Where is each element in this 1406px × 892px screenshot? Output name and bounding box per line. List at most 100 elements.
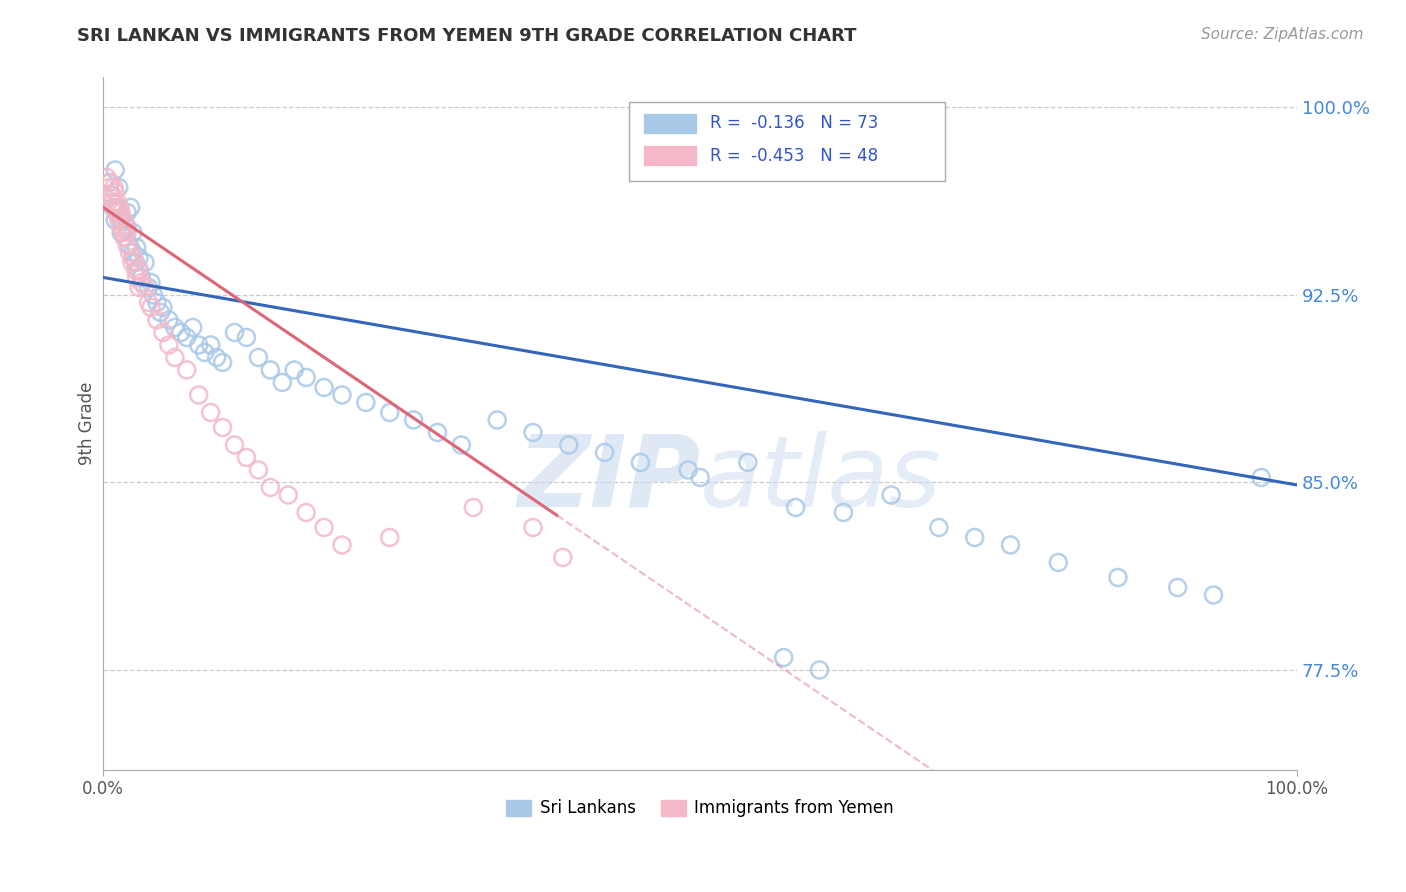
Point (402, 413, 425, 427)
Point (115, 218, 138, 232)
Point (107, 195, 129, 210)
Point (463, 500, 485, 515)
Point (152, 326, 174, 340)
Point (104, 213, 127, 227)
Point (963, 531, 986, 545)
Point (522, 425, 544, 440)
Point (107, 180, 129, 194)
FancyBboxPatch shape (628, 102, 945, 181)
Point (259, 363, 281, 377)
Point (378, 405, 401, 419)
Point (176, 363, 198, 377)
Point (131, 270, 153, 285)
Point (312, 520, 335, 534)
Point (1107, 570, 1129, 584)
Point (200, 338, 222, 352)
Point (105, 205, 128, 219)
Point (101, 195, 124, 210)
Point (96, 170, 118, 185)
Point (100, 176, 122, 190)
Point (100, 188, 122, 202)
Point (176, 330, 198, 344)
Point (122, 245, 145, 260)
Point (170, 326, 193, 340)
Point (122, 226, 145, 240)
Point (187, 338, 209, 352)
Point (785, 500, 807, 515)
Point (354, 395, 377, 409)
Point (128, 280, 150, 294)
Point (115, 220, 138, 235)
Point (551, 550, 574, 565)
Point (689, 470, 711, 484)
Point (277, 488, 299, 502)
Point (107, 201, 129, 215)
Point (330, 538, 353, 552)
Point (101, 201, 124, 215)
Point (247, 351, 270, 365)
Point (808, 663, 831, 677)
Point (200, 405, 222, 419)
Point (128, 263, 150, 277)
Point (880, 488, 903, 502)
Point (181, 320, 204, 334)
Point (118, 238, 141, 252)
Point (271, 376, 294, 390)
Point (426, 425, 449, 440)
Point (110, 226, 132, 240)
Point (1250, 470, 1272, 484)
Point (107, 213, 129, 227)
Point (110, 205, 132, 219)
Point (1047, 556, 1070, 570)
Point (1202, 588, 1225, 602)
FancyBboxPatch shape (643, 145, 696, 166)
Point (330, 388, 353, 402)
Point (928, 520, 950, 534)
Point (131, 276, 153, 290)
FancyBboxPatch shape (643, 112, 696, 134)
Point (100, 188, 122, 202)
Point (593, 445, 616, 459)
Point (110, 213, 132, 227)
Y-axis label: 9th Grade: 9th Grade (79, 382, 96, 466)
Point (114, 230, 136, 244)
Point (312, 380, 335, 394)
Point (149, 305, 172, 319)
Legend: Sri Lankans, Immigrants from Yemen: Sri Lankans, Immigrants from Yemen (499, 793, 900, 824)
Point (224, 438, 246, 452)
Text: atlas: atlas (700, 431, 942, 528)
Point (163, 320, 186, 334)
Point (138, 280, 160, 294)
Point (124, 255, 146, 269)
Point (118, 245, 141, 260)
Point (295, 370, 318, 384)
Point (1000, 538, 1022, 552)
Point (224, 326, 246, 340)
Point (125, 240, 148, 254)
Point (247, 463, 270, 477)
Text: R =  -0.136   N = 73: R = -0.136 N = 73 (710, 114, 879, 132)
Point (128, 251, 150, 265)
Point (832, 506, 855, 520)
Point (486, 413, 509, 427)
Point (450, 438, 472, 452)
Point (152, 301, 174, 315)
Point (211, 355, 233, 369)
Text: Source: ZipAtlas.com: Source: ZipAtlas.com (1201, 27, 1364, 42)
Point (134, 255, 156, 269)
Point (125, 270, 148, 285)
Point (115, 238, 138, 252)
Point (138, 295, 160, 310)
Point (630, 455, 652, 469)
Text: ZIP: ZIP (517, 431, 700, 528)
Point (104, 186, 127, 200)
Point (211, 420, 233, 434)
Point (128, 263, 150, 277)
Point (104, 163, 127, 178)
Point (235, 450, 257, 465)
Point (139, 276, 162, 290)
Point (121, 255, 143, 269)
Point (115, 205, 138, 219)
Point (259, 480, 281, 494)
Point (283, 363, 305, 377)
